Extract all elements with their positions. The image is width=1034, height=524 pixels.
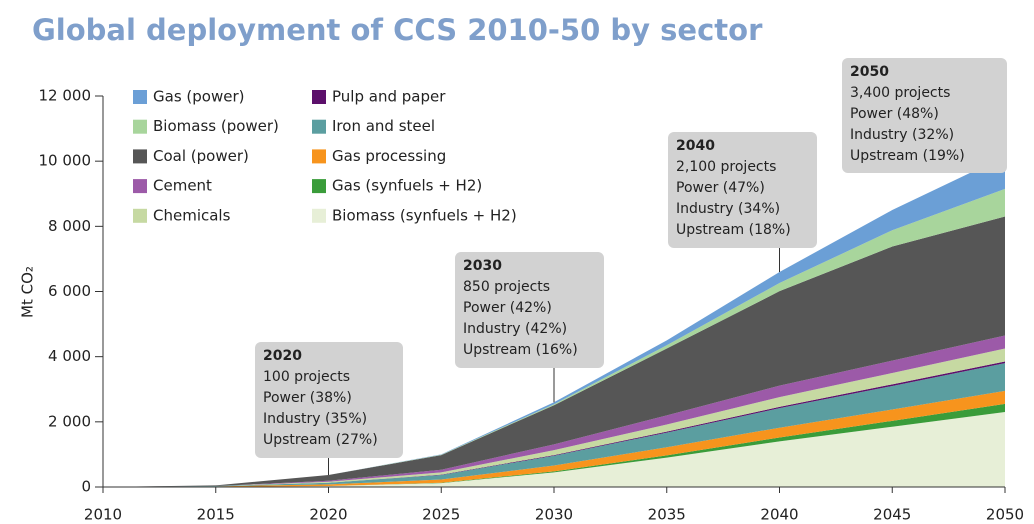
legend-swatch <box>133 90 147 104</box>
legend-label: Iron and steel <box>332 117 435 135</box>
x-tick-label: 2020 <box>309 506 347 524</box>
y-tick-label: 6 000 <box>48 282 91 300</box>
annotation-line: 3,400 projects <box>850 85 950 101</box>
legend-label: Gas (synfuels + H2) <box>332 177 482 195</box>
x-tick-label: 2050 <box>986 506 1024 524</box>
legend-swatch <box>312 149 326 164</box>
legend-swatch <box>312 90 326 104</box>
legend-label: Coal (power) <box>153 147 249 165</box>
legend-swatch <box>133 179 147 194</box>
chart-title: Global deployment of CCS 2010-50 by sect… <box>32 13 763 47</box>
area <box>103 216 1005 487</box>
annotation-year: 2030 <box>463 258 502 274</box>
annotation-line: Industry (35%) <box>263 411 367 427</box>
legend-swatch <box>312 119 326 134</box>
annotation-line: Upstream (16%) <box>463 342 578 358</box>
annotation-line: Industry (34%) <box>676 201 780 217</box>
y-tick-label: 0 <box>81 478 91 496</box>
annotation-line: Upstream (19%) <box>850 148 965 164</box>
x-tick-label: 2035 <box>648 506 686 524</box>
legend-label: Chemicals <box>153 206 231 224</box>
annotation-line: Power (47%) <box>676 180 765 196</box>
annotation-box <box>842 58 1007 173</box>
annotation-year: 2040 <box>676 138 715 154</box>
legend-label: Cement <box>153 177 212 195</box>
legend-swatch <box>312 179 326 194</box>
legend-label: Biomass (synfuels + H2) <box>332 206 517 224</box>
x-tick-label: 2045 <box>873 506 911 524</box>
y-tick-label: 10 000 <box>39 152 92 170</box>
legend-swatch <box>312 208 326 223</box>
x-tick-label: 2010 <box>84 506 122 524</box>
y-tick-label: 8 000 <box>48 217 91 235</box>
annotation-line: Upstream (18%) <box>676 222 791 238</box>
x-tick-label: 2040 <box>760 506 798 524</box>
area <box>103 363 1005 487</box>
x-tick-label: 2025 <box>422 506 460 524</box>
annotation-box <box>455 252 604 368</box>
legend-swatch <box>133 208 147 223</box>
y-tick-label: 12 000 <box>39 87 92 105</box>
annotation-line: Industry (42%) <box>463 321 567 337</box>
area <box>103 390 1005 487</box>
legend-label: Biomass (power) <box>153 117 279 135</box>
annotation-year: 2050 <box>850 64 889 80</box>
y-axis-label: Mt CO₂ <box>19 266 37 318</box>
x-tick-label: 2030 <box>535 506 573 524</box>
annotation-line: 100 projects <box>263 369 350 385</box>
legend-label: Pulp and paper <box>332 88 446 106</box>
annotation-line: Power (38%) <box>263 390 352 406</box>
annotation-line: Upstream (27%) <box>263 432 378 448</box>
legend-swatch <box>133 149 147 164</box>
legend-swatch <box>133 119 147 134</box>
legend-label: Gas processing <box>332 147 446 165</box>
annotation-line: Power (42%) <box>463 300 552 316</box>
annotation-line: 2,100 projects <box>676 159 776 175</box>
x-tick-label: 2015 <box>197 506 235 524</box>
legend-label: Gas (power) <box>153 88 244 106</box>
annotation-box <box>668 132 817 248</box>
y-tick-label: 4 000 <box>48 347 91 365</box>
annotation-box <box>255 342 403 458</box>
annotation-line: Industry (32%) <box>850 127 954 143</box>
annotation-line: Power (48%) <box>850 106 939 122</box>
y-tick-label: 2 000 <box>48 412 91 430</box>
annotation-year: 2020 <box>263 348 302 364</box>
annotation-line: 850 projects <box>463 279 550 295</box>
area <box>103 412 1005 487</box>
